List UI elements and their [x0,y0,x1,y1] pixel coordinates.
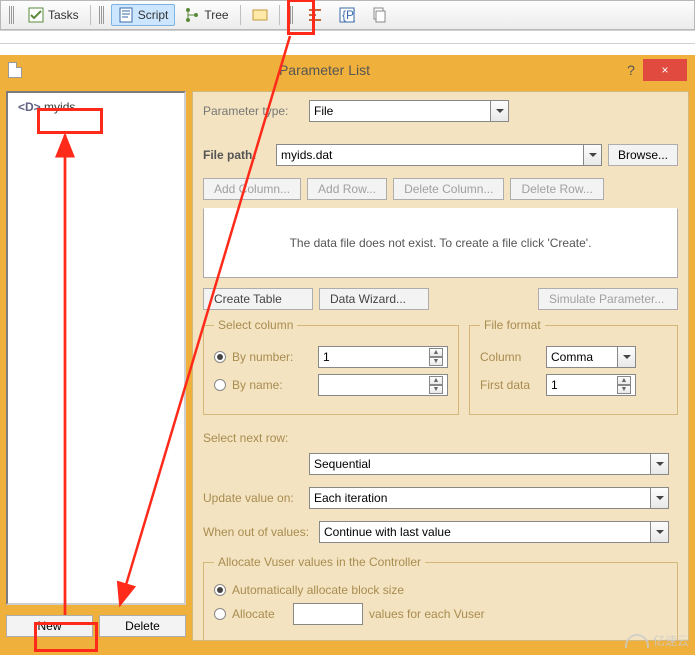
auto-allocate-radio[interactable] [214,584,226,596]
update-value-label: Update value on: [203,491,303,505]
param-type-select[interactable]: File [309,100,509,122]
data-preview-box: The data file does not exist. To create … [203,208,678,278]
file-path-input[interactable]: myids.dat [276,144,602,166]
add-row-button: Add Row... [307,178,387,200]
parameter-tree-panel: <D> myids New Delete [6,91,186,641]
toolbar-indent-button[interactable] [300,4,330,26]
select-column-fieldset: Select column By number: 1▲▼ By name: ▲▼ [203,318,459,415]
watermark: 亿速云 [625,632,689,649]
close-button[interactable]: × [643,59,687,81]
secondary-strip [0,30,695,44]
delete-row-button: Delete Row... [510,178,603,200]
add-column-button: Add Column... [203,178,301,200]
copy-icon [371,7,387,23]
script-icon [118,7,134,23]
create-table-button[interactable]: Create Table [203,288,313,310]
param-tag: <D> [18,100,41,114]
main-toolbar: Tasks Script Tree {P} [0,0,695,30]
by-number-radio[interactable] [214,351,226,363]
delete-button[interactable]: Delete [99,615,186,637]
allocate-fieldset: Allocate Vuser values in the Controller … [203,555,678,641]
first-data-input[interactable]: 1▲▼ [546,374,636,396]
update-value-select[interactable]: Each iteration [309,487,669,509]
parameter-list-dialog: Parameter List ? × <D> myids New Delete … [0,55,695,655]
column-delimiter-select[interactable]: Comma [546,346,636,368]
thumbnail-icon [252,7,268,23]
file-format-fieldset: File format Column Comma First data 1▲▼ [469,318,678,415]
toolbar-tasks-button[interactable]: Tasks [21,4,86,26]
out-of-values-label: When out of values: [203,525,313,539]
params-icon: {P} [339,7,355,23]
new-button[interactable]: New [6,615,93,637]
select-next-row-select[interactable]: Sequential [309,453,669,475]
help-button[interactable]: ? [619,62,643,78]
select-next-row-label: Select next row: [203,431,678,445]
toolbar-copy-button[interactable] [364,4,394,26]
parameter-listbox[interactable]: <D> myids [6,91,186,605]
toolbar-tree-button[interactable]: Tree [177,4,235,26]
param-name: myids [44,100,75,114]
param-type-label: Parameter type: [203,104,303,118]
by-number-input[interactable]: 1▲▼ [318,346,448,368]
tree-icon [184,7,200,23]
tree-label: Tree [204,8,228,22]
data-message: The data file does not exist. To create … [290,236,592,250]
by-name-radio[interactable] [214,379,226,391]
cloud-icon [625,634,649,648]
simulate-button: Simulate Parameter... [538,288,678,310]
browse-button[interactable]: Browse... [608,144,678,166]
file-path-label: File path: [203,148,270,162]
indent-icon [307,7,323,23]
script-label: Script [138,8,169,22]
data-wizard-button[interactable]: Data Wizard... [319,288,429,310]
by-name-input[interactable]: ▲▼ [318,374,448,396]
delete-column-button: Delete Column... [393,178,504,200]
toolbar-params-button[interactable]: {P} [332,4,362,26]
toolbar-grip [9,6,15,24]
allocate-count-input[interactable] [293,603,363,625]
svg-text:{P}: {P} [342,8,355,22]
dialog-titlebar: Parameter List ? × [0,55,695,85]
toolbar-thumbnail-button[interactable] [245,4,275,26]
toolbar-script-button[interactable]: Script [111,4,176,26]
document-icon [8,62,22,78]
tasks-icon [28,7,44,23]
dialog-title: Parameter List [30,62,619,78]
out-of-values-select[interactable]: Continue with last value [319,521,669,543]
manual-allocate-radio[interactable] [214,608,226,620]
parameter-details-panel: Parameter type: File File path: myids.da… [192,91,689,641]
tasks-label: Tasks [48,8,79,22]
list-item[interactable]: <D> myids [12,97,180,117]
